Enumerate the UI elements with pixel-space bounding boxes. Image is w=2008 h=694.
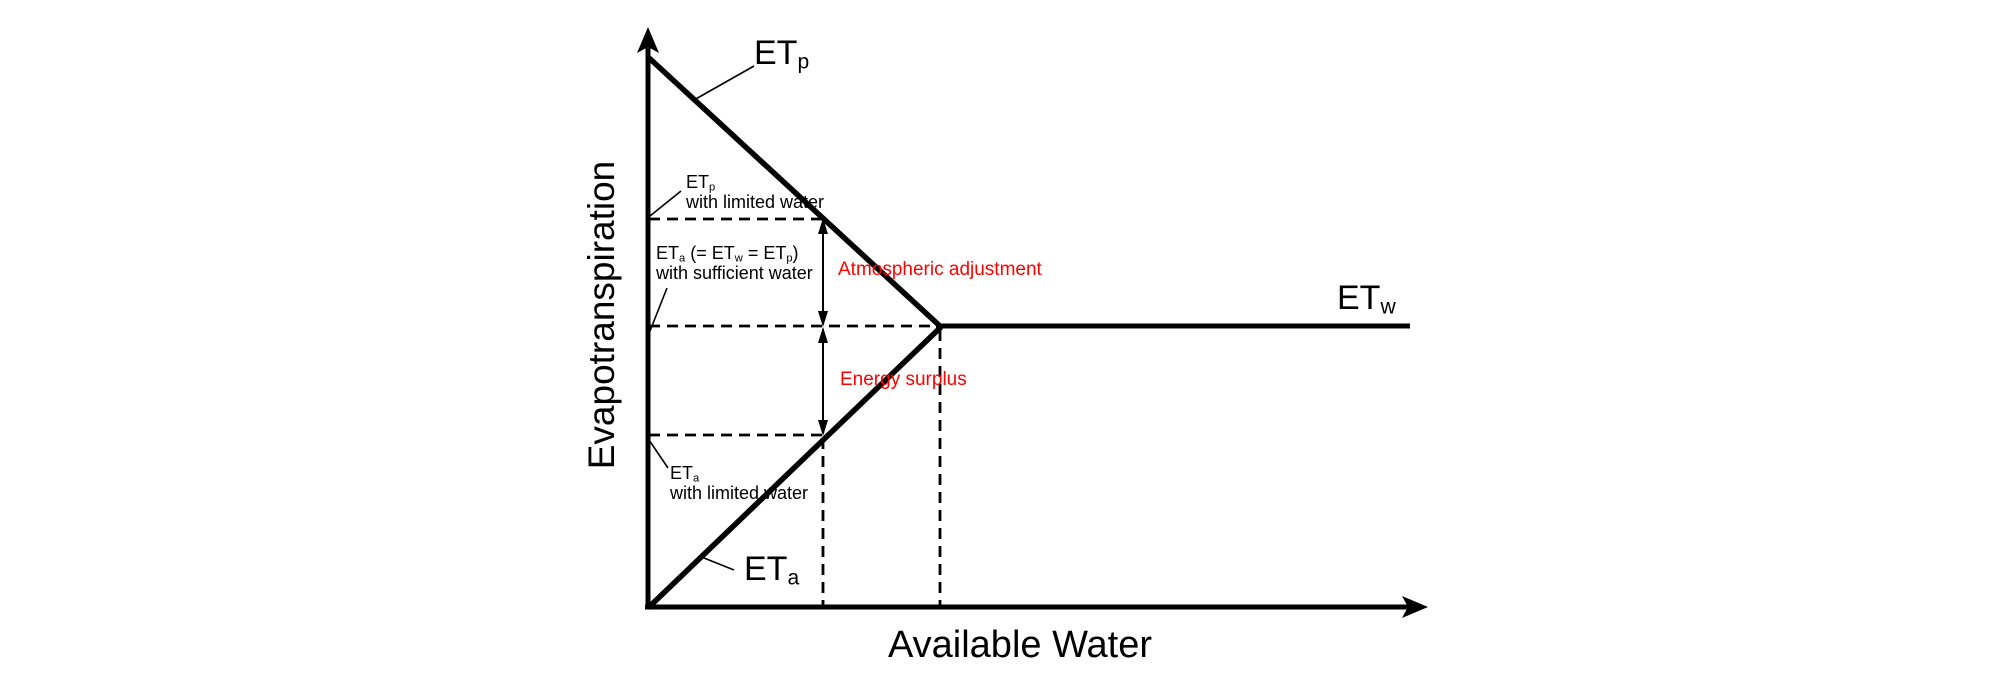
eta-curve-line (646, 325, 943, 610)
etw-curve-label: ETw (1337, 279, 1396, 319)
x-axis-arrowhead-icon (1402, 596, 1428, 618)
y-axis-arrowhead-icon (637, 27, 659, 53)
etw-label-base: ET (1337, 279, 1381, 317)
annotation-sufficient-part: = ET (742, 243, 787, 263)
annotation-sufficient-part: ET (656, 243, 680, 263)
annotation-etp-limited-base: ET (686, 172, 710, 192)
eta-label-base: ET (744, 550, 788, 588)
annotation-eta-limited-base: ET (670, 463, 694, 483)
arrow-down-icon (818, 420, 828, 436)
annotation-sufficient-line2: with sufficient water (656, 263, 813, 283)
etp-curve-line (646, 54, 943, 330)
annotation-sufficient-line1: ETa (= ETw = ETp) (656, 243, 813, 265)
etp-label-sub: p (797, 50, 810, 74)
annotation-etp-limited-line1: ETp (686, 172, 824, 194)
eta-curve-label: ETa (744, 550, 800, 590)
annotation-eta-limited-line2: with limited water (670, 483, 809, 503)
leader-line-sufficient (649, 287, 668, 332)
leader-line-etp-label (693, 65, 755, 101)
annotation-etp-limited-sub: p (709, 181, 716, 194)
leader-line-etp-limited (649, 190, 682, 217)
etp-label-base: ET (754, 34, 798, 72)
annotation-etp-limited: ETp with limited water (686, 172, 824, 212)
annotation-etp-limited-line2: with limited water (686, 192, 825, 212)
annotation-eta-limited-line1: ETa (670, 463, 808, 485)
annotation-sufficient-sub: a (679, 252, 686, 265)
annotation-sufficient-sub: p (786, 252, 793, 265)
annotation-eta-limited: ETa with limited water (670, 463, 808, 503)
annotation-sufficient-part: ) (792, 243, 799, 263)
x-axis-label: Available Water (887, 624, 1153, 666)
leader-line-eta-limited (648, 439, 669, 469)
etw-label-sub: w (1380, 295, 1396, 319)
eta-label-sub: a (787, 566, 800, 590)
etp-curve-label: ETp (754, 34, 810, 74)
arrow-up-icon (818, 218, 828, 234)
arrow-up-icon (818, 327, 828, 343)
annotation-sufficient: ETa (= ETw = ETp) with sufficient water (656, 243, 813, 283)
y-axis-label: Evapotranspiration (581, 160, 622, 470)
leader-line-eta-label (698, 555, 735, 571)
energy-surplus-label: Energy surplus (840, 369, 967, 390)
annotation-sufficient-sub: w (734, 252, 743, 265)
arrow-down-icon (818, 311, 828, 327)
annotation-sufficient-part: (= ET (685, 243, 735, 263)
annotation-eta-limited-sub: a (693, 472, 700, 485)
atmospheric-adjustment-label: Atmospheric adjustment (838, 259, 1042, 280)
